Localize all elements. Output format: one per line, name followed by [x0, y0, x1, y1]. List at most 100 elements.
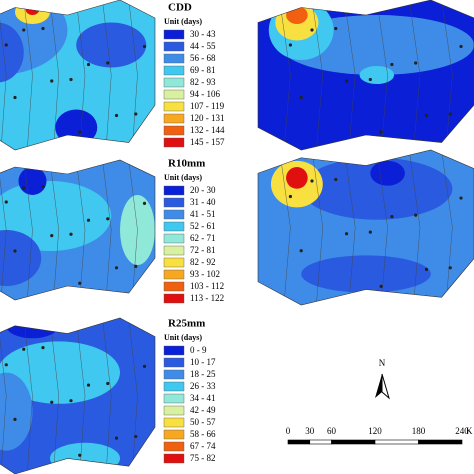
legend-label: 93 - 102	[190, 269, 220, 279]
map-fill	[258, 150, 474, 305]
station	[414, 213, 418, 217]
station	[69, 399, 73, 403]
district-border	[279, 0, 291, 150]
station	[4, 43, 8, 47]
legend-title: R25mm	[168, 318, 205, 330]
legend-label: 94 - 106	[190, 89, 220, 99]
legend-swatch	[163, 197, 185, 208]
legend-label: 52 - 61	[190, 221, 216, 231]
map-border	[0, 0, 156, 151]
station	[344, 79, 349, 83]
station	[334, 177, 338, 182]
station	[310, 28, 314, 32]
station	[310, 179, 314, 183]
map-fill	[0, 0, 155, 150]
district-border	[376, 150, 388, 305]
legend-swatch	[163, 453, 185, 464]
map-zone	[0, 22, 24, 83]
map-panel	[257, 0, 474, 151]
legend-label: 58 - 66	[190, 429, 216, 439]
scale-label: 60	[327, 426, 337, 436]
legend-swatch	[163, 257, 185, 268]
station	[299, 249, 303, 253]
legend-label: 75 - 82	[190, 453, 216, 463]
map-zone	[50, 442, 120, 474]
map-panel	[0, 159, 156, 301]
district-border	[344, 0, 356, 150]
station	[4, 363, 8, 367]
legend-title: CDD	[168, 2, 192, 14]
legend-label: 30 - 43	[190, 29, 216, 39]
station	[459, 196, 463, 200]
scale-segment	[418, 439, 463, 445]
map-fill	[0, 160, 155, 300]
station	[334, 26, 338, 31]
map-zone	[286, 167, 308, 189]
station	[142, 201, 147, 205]
map-zone	[301, 255, 431, 293]
scale-unit: K	[466, 426, 473, 436]
station	[379, 130, 383, 134]
legend-label: 18 - 25	[190, 369, 216, 379]
station	[78, 130, 82, 134]
station	[22, 347, 26, 351]
map-panel	[257, 149, 474, 306]
arrow-right	[381, 373, 390, 400]
legend-label: 69 - 81	[190, 65, 216, 75]
scale-label: 240	[455, 426, 469, 436]
legend-label: 42 - 49	[190, 405, 216, 415]
map-fill	[0, 318, 155, 474]
legend-label: 62 - 71	[190, 233, 216, 243]
station	[13, 95, 17, 100]
legend-swatch	[163, 381, 185, 392]
north-label: N	[379, 358, 386, 368]
map-zone	[359, 66, 395, 84]
legend-label: 56 - 68	[190, 53, 216, 63]
station	[4, 200, 8, 204]
legend-label: 0 - 9	[190, 345, 207, 355]
legend-label: 50 - 57	[190, 417, 216, 427]
station	[50, 234, 54, 238]
station	[288, 43, 292, 47]
legend-swatch	[163, 65, 185, 76]
district-border	[128, 160, 138, 300]
legend-swatch	[163, 137, 185, 148]
scale-label: 120	[368, 426, 382, 436]
district-border	[102, 0, 112, 150]
station	[414, 61, 418, 65]
map-border	[257, 149, 474, 306]
legend-swatch	[163, 29, 185, 40]
district-border	[102, 160, 112, 300]
map-panel	[0, 317, 156, 474]
district-border	[376, 0, 388, 150]
district-border	[23, 0, 33, 150]
district-border	[23, 160, 33, 300]
station	[41, 26, 45, 31]
legend-label: 107 - 119	[190, 101, 225, 111]
district-border	[49, 160, 59, 300]
legend-swatch	[163, 89, 185, 100]
district-border	[441, 150, 453, 305]
legend-label: 10 - 17	[190, 357, 216, 367]
legend-swatch	[163, 125, 185, 136]
map-panel	[0, 0, 156, 151]
district-border	[409, 0, 421, 150]
legend-label: 82 - 92	[190, 257, 216, 267]
district-border	[102, 318, 112, 474]
map-border	[0, 159, 156, 301]
legend-label: 31 - 40	[190, 197, 216, 207]
scale-segment	[331, 439, 376, 445]
district-border	[128, 0, 138, 150]
station	[134, 264, 138, 268]
station	[368, 230, 372, 234]
map-border	[257, 0, 474, 151]
legend-swatch	[163, 269, 185, 280]
map-zone	[0, 372, 33, 451]
scale-label: 180	[412, 426, 426, 436]
legend-title: R10mm	[168, 158, 205, 170]
district-border	[0, 0, 7, 150]
station	[78, 281, 82, 285]
station	[142, 44, 147, 49]
